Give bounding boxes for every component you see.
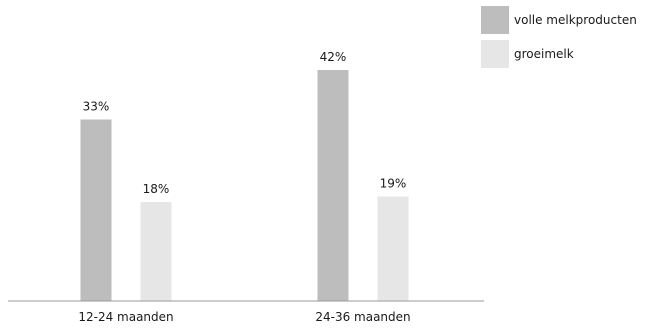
bar-groeimelk-1	[140, 202, 172, 301]
data-label-groeimelk-1: 18%	[143, 182, 170, 196]
data-label-volle-melkproducten-1: 33%	[83, 100, 110, 114]
bar-groeimelk-2	[377, 196, 409, 301]
legend: volle melkproducten groeimelk	[481, 6, 637, 68]
legend-swatch-groeimelk	[481, 40, 509, 68]
legend-label-volle-melkproducten: volle melkproducten	[514, 13, 637, 27]
bars-layer	[80, 70, 409, 301]
bar-volle-melkproducten-2	[317, 70, 349, 301]
data-label-volle-melkproducten-2: 42%	[320, 50, 347, 64]
x-tick-label-1: 12-24 maanden	[78, 310, 173, 324]
bar-volle-melkproducten-1	[80, 119, 112, 301]
x-tick-labels-layer: 12-24 maanden 24-36 maanden	[78, 310, 410, 324]
legend-label-groeimelk: groeimelk	[514, 47, 574, 61]
x-tick-label-2: 24-36 maanden	[315, 310, 410, 324]
legend-swatch-volle-melkproducten	[481, 6, 509, 34]
value-labels-layer: 33% 18% 42% 19%	[83, 50, 407, 196]
data-label-groeimelk-2: 19%	[380, 177, 407, 191]
